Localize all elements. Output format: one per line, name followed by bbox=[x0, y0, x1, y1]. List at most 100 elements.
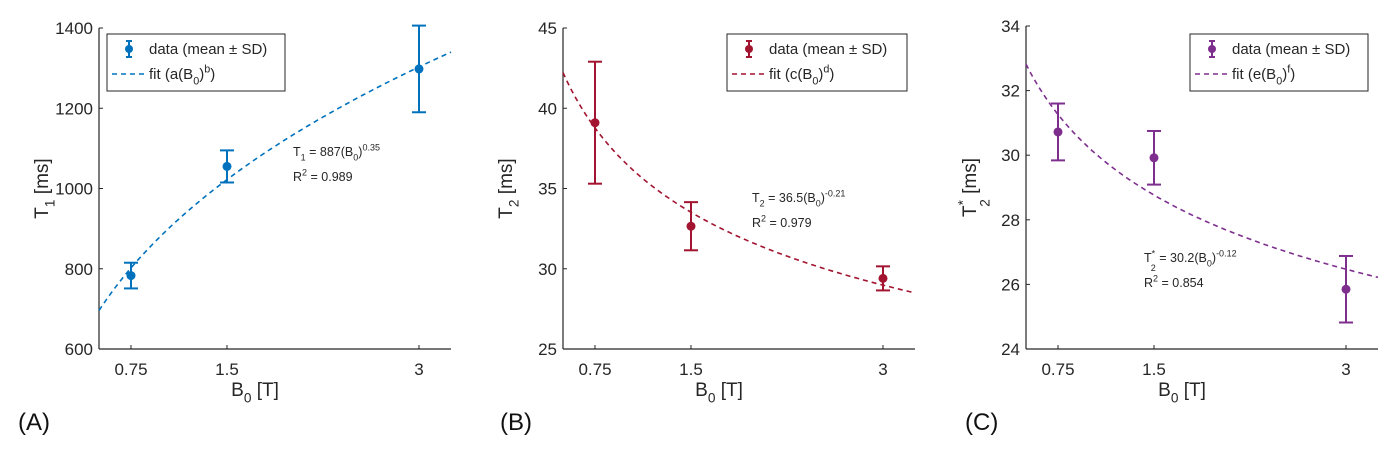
y-tick-label: 30 bbox=[538, 260, 557, 279]
text-segment: 2 bbox=[761, 213, 766, 223]
text-segment: ) bbox=[358, 145, 362, 159]
legend-marker-icon bbox=[745, 45, 753, 53]
r-squared: R2​ = 0.979 bbox=[752, 213, 812, 230]
text-segment: [T] bbox=[1178, 380, 1205, 401]
text-segment: [ms] bbox=[960, 158, 981, 199]
x-tick-label: 3 bbox=[878, 360, 887, 379]
x-tick-label: 3 bbox=[1341, 360, 1350, 379]
text-segment: T bbox=[32, 207, 53, 219]
text-segment: = 30.2(B bbox=[1156, 251, 1207, 265]
text-segment: = 0.979 bbox=[766, 216, 812, 230]
text-segment: R bbox=[1144, 276, 1153, 290]
text-segment: 2 bbox=[1153, 273, 1158, 283]
y-tick-label: 1000 bbox=[55, 180, 93, 199]
y-axis-label: T2​ [ms] bbox=[496, 158, 522, 218]
text-segment: ) bbox=[829, 66, 834, 83]
text-segment: T bbox=[496, 207, 517, 219]
text-segment: 0 bbox=[816, 198, 821, 208]
data-point bbox=[590, 118, 600, 128]
panel-label: (C) bbox=[965, 409, 998, 436]
data-point bbox=[126, 271, 136, 281]
text-segment: 1 bbox=[43, 199, 58, 207]
y-tick-label: 45 bbox=[538, 19, 557, 38]
text-segment: [T] bbox=[715, 380, 742, 401]
x-tick-label: 0.75 bbox=[114, 360, 147, 379]
text-segment: ) bbox=[821, 191, 825, 205]
text-segment: = 0.989 bbox=[307, 170, 353, 184]
x-tick-label: 1.5 bbox=[1142, 360, 1166, 379]
text-segment: 0 bbox=[244, 391, 252, 406]
text-segment: [ms] bbox=[32, 158, 53, 199]
text-segment: T bbox=[752, 191, 760, 205]
panel-label: (A) bbox=[18, 409, 50, 436]
text-segment: R bbox=[752, 216, 761, 230]
text-segment: T bbox=[960, 205, 981, 217]
legend-data-label: data (mean ± SD) bbox=[769, 41, 887, 58]
fit-equation: T*​2​ = 30.2(B0​)-0.12​ bbox=[1144, 248, 1237, 272]
text-segment: ) bbox=[199, 66, 204, 83]
y-axis-label: T1​ [ms] bbox=[32, 158, 58, 218]
legend-fit-label: fit (c(B0​)d​) bbox=[769, 63, 834, 87]
panel-b: 25 30 35 40 45 0.75 1.5 3 B0​ [T] T2​ [ms] data (m… bbox=[496, 19, 916, 436]
text-segment: fit (a(B bbox=[149, 66, 193, 83]
r-squared: R2​ = 0.989 bbox=[293, 167, 353, 184]
text-segment: b bbox=[204, 63, 210, 75]
text-segment: ) bbox=[1290, 66, 1295, 83]
text-segment: = 36.5(B bbox=[765, 191, 816, 205]
legend-box bbox=[106, 33, 286, 92]
y-tick-label: 34 bbox=[1001, 17, 1020, 36]
y-tick-label: 28 bbox=[1001, 211, 1020, 230]
text-segment: 0 bbox=[812, 75, 818, 87]
x-tick-label: 3 bbox=[414, 360, 423, 379]
text-segment: -0.12 bbox=[1216, 248, 1237, 258]
text-segment: 0 bbox=[353, 152, 358, 162]
y-axis-label: T*​2​ [ms] bbox=[955, 158, 992, 217]
y-tick-label: 24 bbox=[1001, 340, 1020, 359]
text-segment: fit (c(B bbox=[769, 66, 812, 83]
x-axis-label: B0​ [T] bbox=[695, 380, 743, 406]
y-tick-label: 600 bbox=[65, 340, 93, 359]
text-segment: * bbox=[1152, 248, 1156, 258]
y-tick-label: 26 bbox=[1001, 275, 1020, 294]
text-segment: 0 bbox=[1276, 75, 1282, 87]
fit-curve bbox=[562, 72, 916, 294]
text-segment: 2 bbox=[760, 198, 765, 208]
legend-marker-icon bbox=[125, 45, 133, 53]
x-tick-label: 0.75 bbox=[578, 360, 611, 379]
x-tick-label: 0.75 bbox=[1041, 360, 1074, 379]
text-segment: T bbox=[1144, 251, 1152, 265]
text-segment: = 887(B bbox=[306, 145, 354, 159]
x-tick-label: 1.5 bbox=[215, 360, 239, 379]
data-point bbox=[686, 221, 696, 231]
text-segment: [T] bbox=[251, 380, 278, 401]
y-tick-label: 35 bbox=[538, 180, 557, 199]
y-tick-label: 25 bbox=[538, 340, 557, 359]
text-segment: B bbox=[231, 380, 244, 401]
fit-curve bbox=[1025, 63, 1379, 279]
text-segment: 0 bbox=[1171, 391, 1179, 406]
text-segment: 2 bbox=[1151, 263, 1156, 273]
text-segment: 0 bbox=[708, 391, 716, 406]
data-point bbox=[222, 161, 232, 171]
y-tick-label: 800 bbox=[65, 260, 93, 279]
text-segment: = 0.854 bbox=[1158, 276, 1204, 290]
legend-fit-label: fit (e(B0​)f​) bbox=[1232, 63, 1295, 87]
y-tick-label: 1400 bbox=[55, 19, 93, 38]
text-segment: fit (e(B bbox=[1232, 66, 1276, 83]
panel-c: 24 26 28 30 32 34 0.75 1.5 3 B0​ [T] T*​2​ [ms] dat… bbox=[955, 17, 1379, 436]
text-segment: f bbox=[1287, 63, 1291, 75]
text-segment: d bbox=[823, 63, 829, 75]
legend-box bbox=[726, 33, 908, 92]
text-segment: [ms] bbox=[496, 158, 517, 199]
text-segment: T bbox=[293, 145, 301, 159]
panel-label: (B) bbox=[500, 409, 532, 436]
r-squared: R2​ = 0.854 bbox=[1144, 273, 1204, 290]
legend-fit-label: fit (a(B0​)b​) bbox=[149, 63, 215, 87]
data-point bbox=[1341, 284, 1351, 294]
data-point bbox=[1053, 127, 1063, 137]
text-segment: * bbox=[955, 199, 970, 205]
text-segment: 0.35 bbox=[362, 142, 380, 152]
fit-equation: T1​ = 887(B0​)0.35​ bbox=[293, 142, 380, 162]
